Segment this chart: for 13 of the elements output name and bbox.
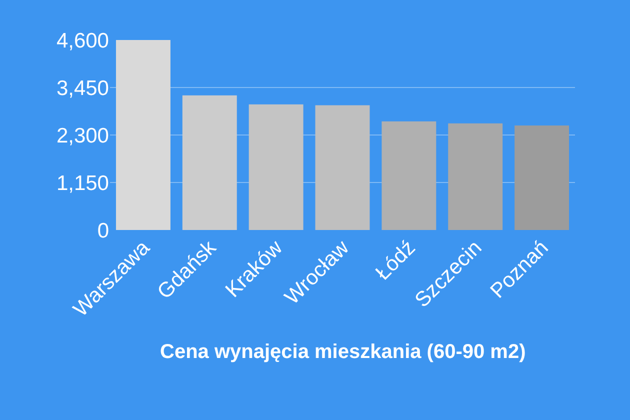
y-tick-label: 3,450 [56, 76, 109, 100]
y-tick-label: 1,150 [56, 172, 109, 195]
bar [182, 95, 237, 230]
y-tick-label: 0 [97, 219, 109, 242]
bar [448, 123, 503, 230]
bar [248, 104, 304, 230]
bar [116, 40, 170, 230]
text: Cena wynajęcia mieszkania (60-90 m2) [160, 341, 526, 363]
bar [315, 105, 370, 230]
y-tick-label: 2,300 [56, 124, 109, 148]
bar [514, 126, 570, 230]
bar [382, 121, 436, 230]
y-tick-label: 4,600 [56, 29, 109, 52]
